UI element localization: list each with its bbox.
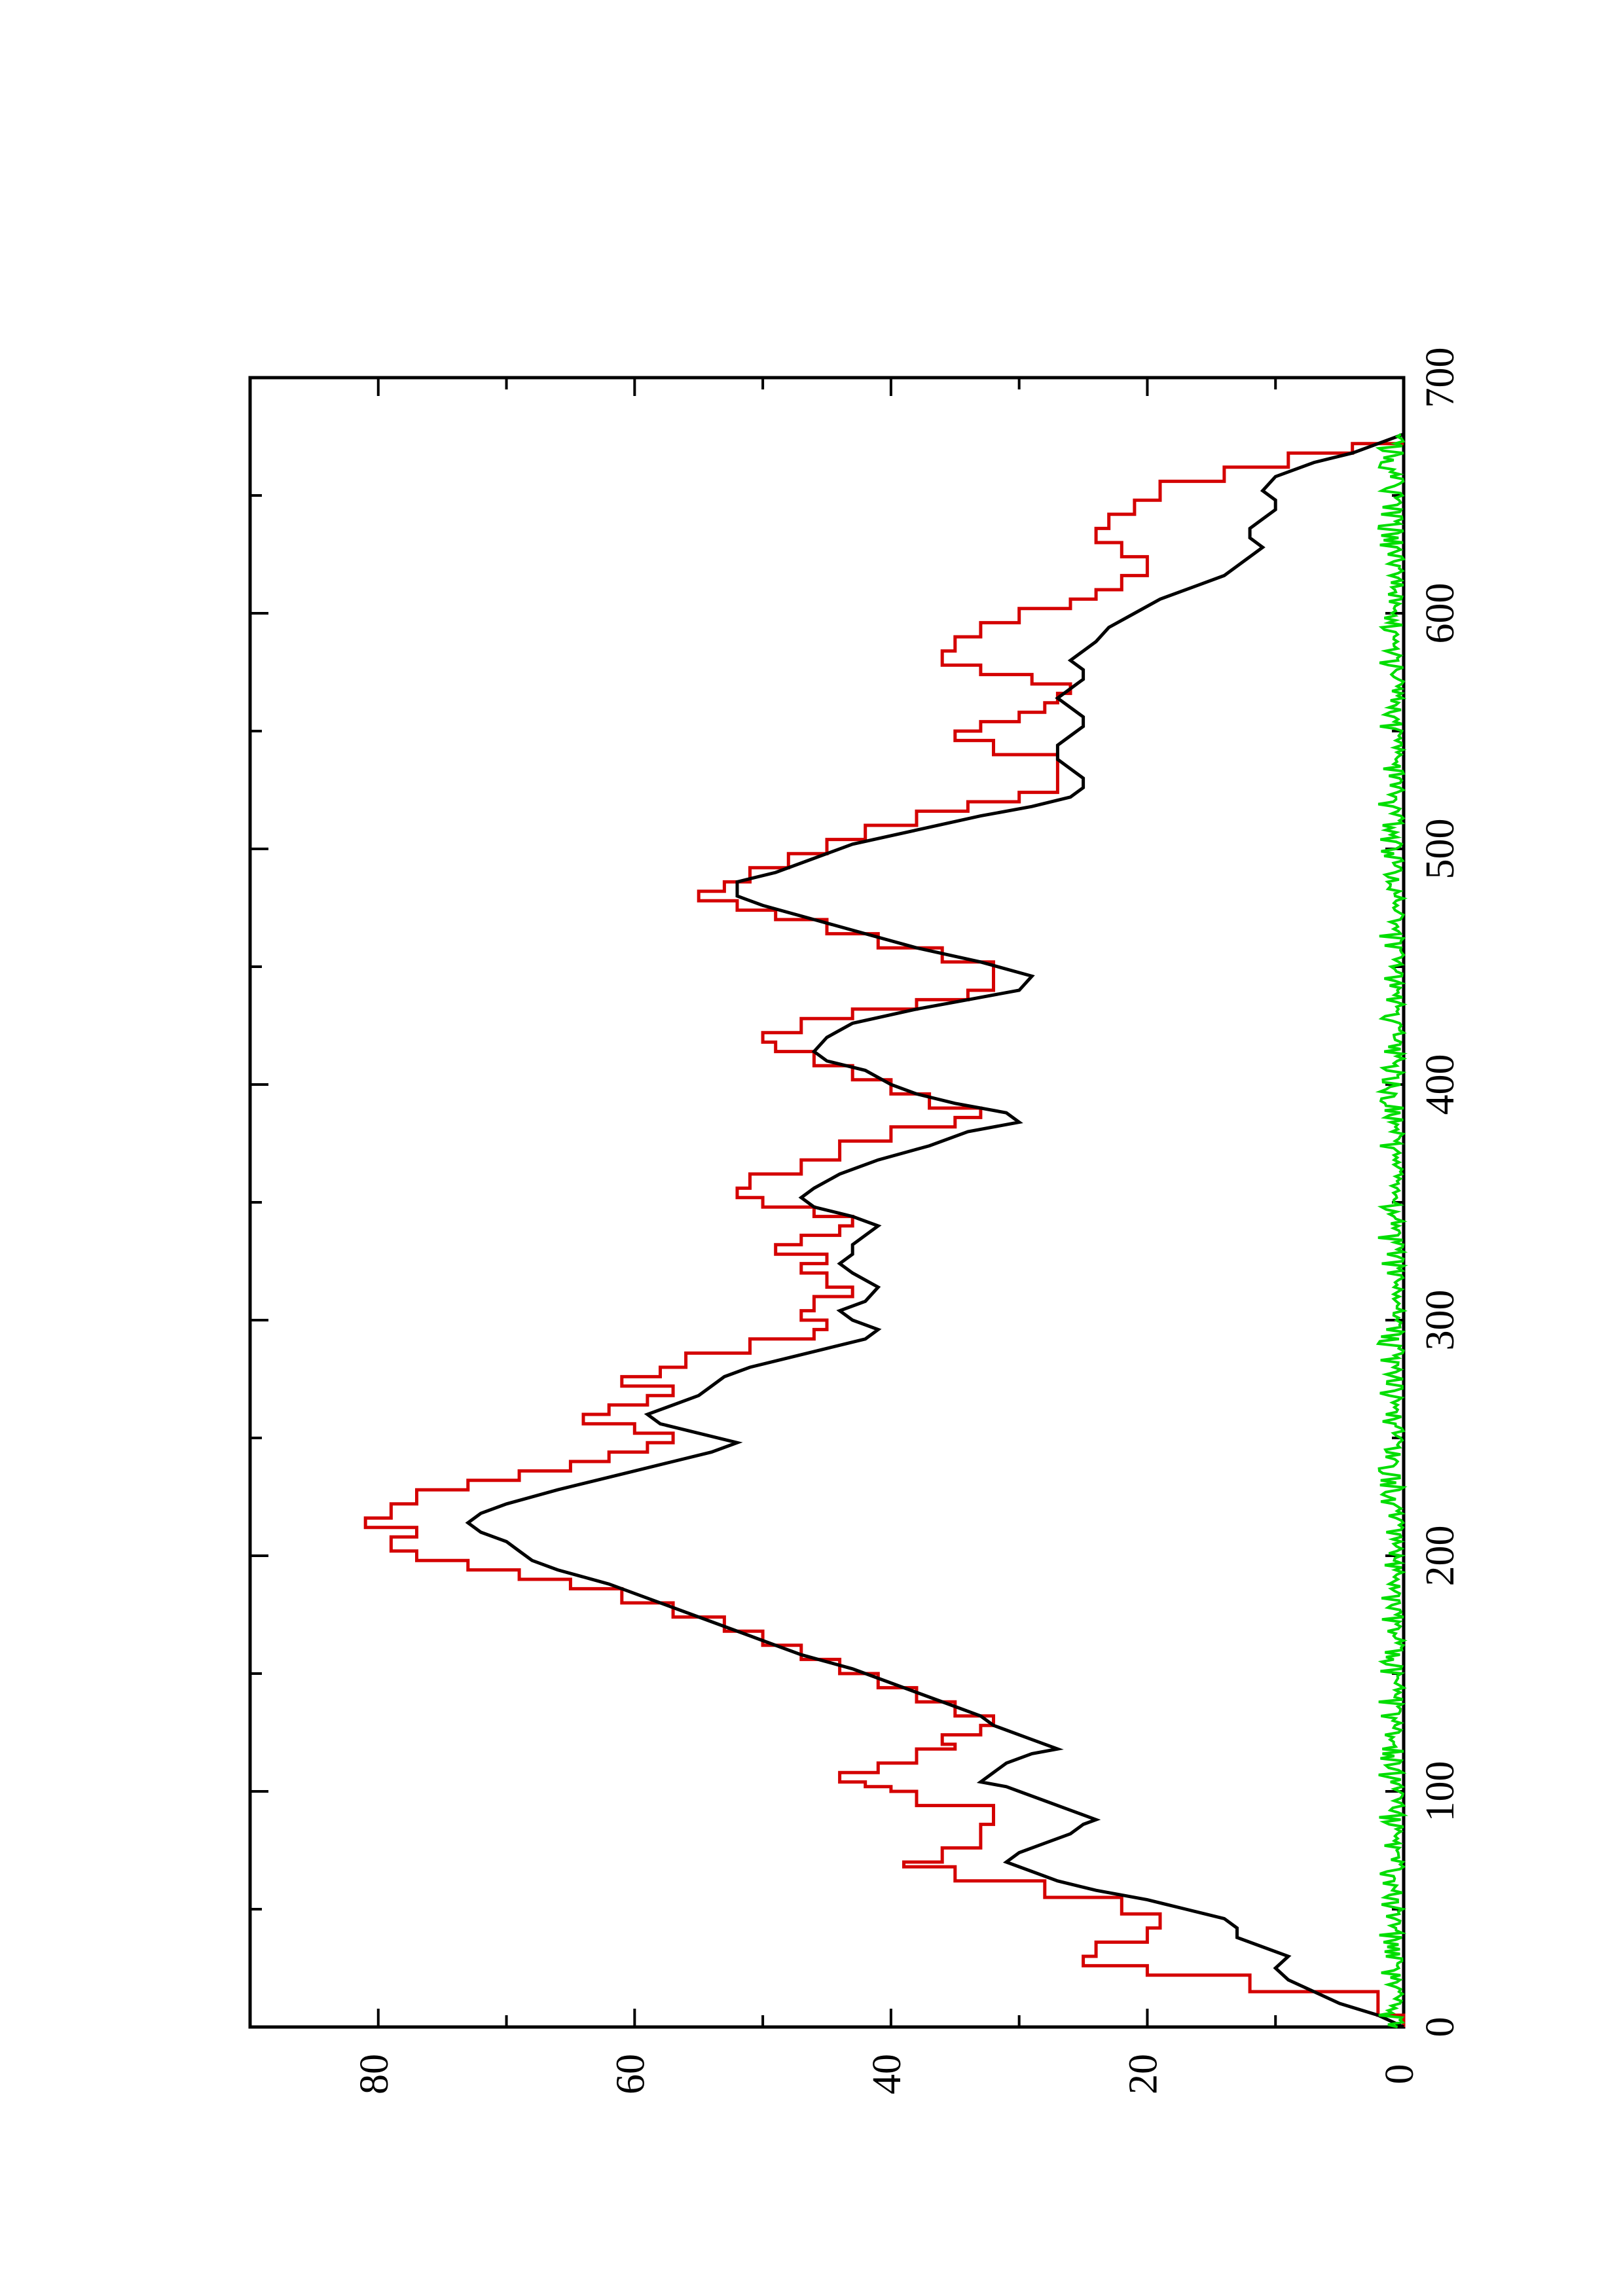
x-tick-label: 200 [1418, 1526, 1463, 1587]
series-line-3 [1375, 433, 1409, 2028]
x-tick-label: 0 [1418, 2017, 1463, 2037]
tick-marks [250, 376, 1405, 2028]
plot-frame [248, 376, 1406, 2029]
y-tick-label: 0 [1377, 2064, 1422, 2085]
x-tick-label: 700 [1418, 348, 1463, 408]
series-line-2 [465, 433, 1405, 2029]
x-tick-label: 500 [1418, 819, 1463, 880]
x-tick-label: 600 [1418, 583, 1463, 644]
data-series [363, 433, 1409, 2029]
series-line-1 [363, 442, 1406, 2027]
x-tick-label: 100 [1418, 1761, 1463, 1822]
x-tick-label: 400 [1418, 1054, 1463, 1115]
y-tick-label: 20 [1122, 2054, 1166, 2094]
y-tick-label: 80 [352, 2054, 397, 2094]
y-tick-label: 40 [865, 2054, 909, 2094]
x-tick-label: 300 [1418, 1290, 1463, 1351]
tick-labels: 0 100 200 300 400 500 600 700 0 20 40 60 80 [352, 348, 1463, 2095]
y-tick-label: 60 [609, 2054, 653, 2094]
